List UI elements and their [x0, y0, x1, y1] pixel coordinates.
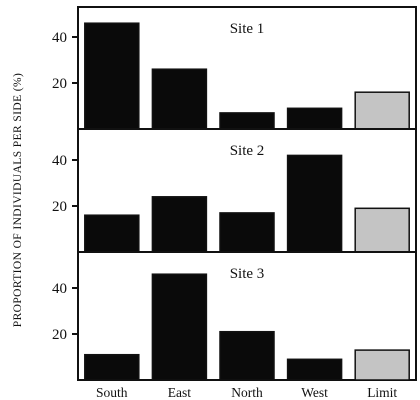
bar-north	[219, 112, 275, 130]
bar-east	[151, 68, 208, 130]
y-tick-label: 40	[52, 281, 67, 297]
bar-west	[286, 107, 343, 130]
bar-north	[219, 330, 275, 381]
bar-north	[219, 212, 275, 253]
bar-south	[84, 22, 140, 130]
bar-south	[84, 214, 140, 253]
x-tick-label-south: South	[96, 385, 128, 400]
panel-title: Site 1	[230, 21, 265, 37]
panel-title: Site 2	[230, 143, 265, 159]
panel-title: Site 3	[230, 266, 265, 282]
x-tick-label-west: West	[301, 385, 328, 400]
y-tick-label: 20	[52, 327, 67, 343]
bar-limit	[354, 349, 410, 381]
panel-site-3: 20 40 Site 3	[52, 251, 417, 381]
y-tick-label: 40	[52, 153, 67, 169]
x-tick-label-east: East	[168, 385, 191, 400]
bar-limit	[354, 207, 410, 253]
bar-east	[151, 273, 208, 381]
panel-site-2: 20 40 Site 2	[52, 128, 417, 253]
bar-south	[84, 353, 140, 381]
y-tick-label: 20	[52, 199, 67, 215]
bar-limit	[354, 91, 410, 130]
x-tick-label-north: North	[231, 385, 263, 400]
y-axis-label: PROPORTION OF INDIVIDUALS PER SIDE (%)	[12, 73, 24, 327]
bar-west	[286, 358, 343, 381]
bar-west	[286, 154, 343, 253]
panel-site-1: 20 40 Site 1	[52, 6, 417, 130]
bar-east	[151, 196, 208, 253]
x-tick-label-limit: Limit	[367, 385, 397, 400]
y-tick-label: 20	[52, 76, 67, 92]
y-tick-label: 40	[52, 30, 67, 46]
